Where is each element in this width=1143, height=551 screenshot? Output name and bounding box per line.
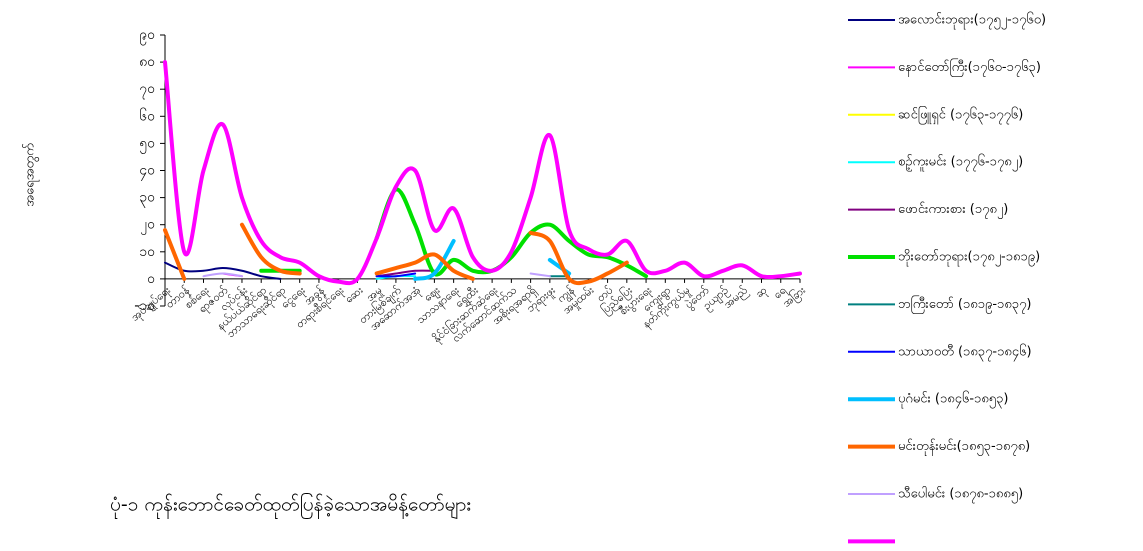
x-tick-label: ဆေး [342, 283, 365, 305]
series-line [547, 257, 572, 276]
x-tick-label: အခြား [779, 283, 809, 312]
y-tick-label: ၈၀ [139, 54, 155, 70]
series-line [374, 252, 475, 281]
series-line [163, 228, 187, 281]
legend-label: ဖောင်းကားစား (၁၇၈၂) [898, 201, 1008, 219]
y-tick-label: ၂၀ [140, 217, 155, 235]
legend-label: သာယာဝတီ (၁၈၃၇-၁၈၄၆) [898, 343, 1032, 361]
series-line [202, 272, 243, 278]
legend-label: ဆင်ဖြူရှင် (၁၇၆၃-၁၇၇၆) [898, 105, 1023, 124]
series-line [413, 238, 456, 281]
legend-label: နောင်တော်ကြီး(၁၇၆၀-၁၇၆၃) [898, 58, 1041, 77]
legend-label: စဉ့်ကူးမင်း (၁၇၇၆-၁၇၈၂) [898, 154, 1023, 172]
y-tick-label: ၆၀ [139, 108, 155, 124]
y-tick-label: ၅၀ [139, 135, 155, 153]
series-line [529, 272, 551, 278]
series-line [239, 222, 302, 276]
y-tick-label: ၀ [147, 271, 155, 287]
y-tick-label: ၃၀ [139, 190, 155, 208]
legend-label: ဘကြီးတော် (၁၈၁၉-၁၈၃၇) [898, 295, 1031, 314]
series-line [164, 261, 282, 280]
series-line [375, 269, 436, 278]
series-line [375, 272, 417, 278]
legend-label: အလောင်းဘုရား(၁၇၅၂-၁၇၆၀) [898, 12, 1046, 30]
legend-label: သီပေါမင်း (၁၈၇၈-၁၈၈၅) [898, 486, 1023, 504]
y-tick-label: ၄၀ [139, 163, 155, 181]
legend-label: ဘိုးတော်ဘုရား(၁၇၈၂-၁၈၁၉) [898, 249, 1040, 267]
x-tick-label: ဆု [753, 284, 771, 302]
series-line [528, 230, 629, 286]
series-line [163, 60, 802, 286]
y-axis-label: အရေအတွက် [22, 143, 40, 207]
y-tick-label: ၁၀ [139, 244, 155, 260]
y-tick-label: ၇၀ [139, 81, 155, 99]
legend-label: ပုဂံမင်း (၁၈၄၆-၁၈၅၃) [898, 391, 1008, 409]
legend-label: မင်းတုန်းမင်း(၁၈၅၃-၁၈၇၈) [898, 438, 1030, 456]
y-tick-label: ၉၀ [139, 27, 155, 45]
y-tick-label: -၁၀ [134, 298, 155, 314]
chart-title: ပုံ-၁ ကုန်းဘောင်ခေတ်ထုတ်ပြန်ခဲ့သောအမိန့်… [110, 492, 471, 520]
